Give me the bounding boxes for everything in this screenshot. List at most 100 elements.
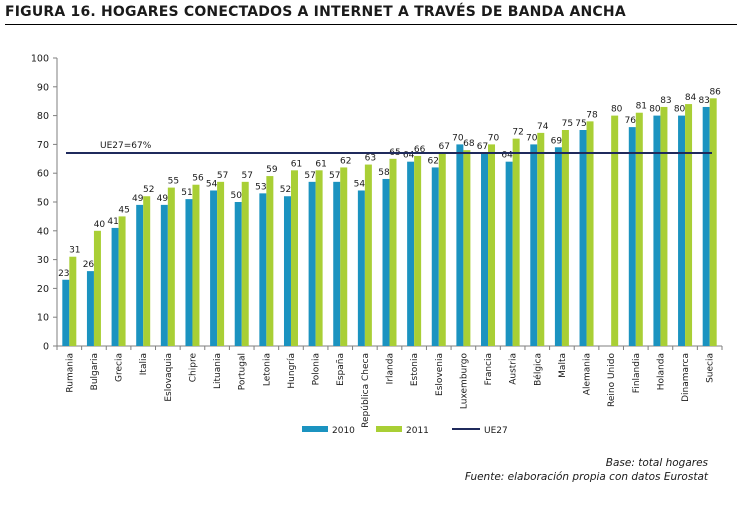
y-tick-label: 60 (37, 169, 49, 180)
data-label-2010: 50 (230, 191, 242, 201)
data-label-2011: 62 (340, 156, 351, 166)
data-label-2011: 61 (291, 159, 302, 169)
data-label-2010: 80 (674, 105, 686, 115)
data-label-2010: 67 (477, 142, 488, 152)
data-label-2010: 58 (378, 168, 390, 178)
legend-swatch-2011 (376, 426, 402, 432)
data-label-2011: 66 (414, 145, 426, 155)
bar-2011 (635, 112, 643, 346)
bar-2011 (241, 181, 249, 346)
bar-2011 (118, 216, 126, 346)
category-label: Holanda (656, 353, 666, 390)
data-label-2010: 57 (304, 171, 315, 181)
bar-2010 (653, 115, 661, 346)
bar-2011 (364, 164, 372, 346)
bar-chart: 0 10 20 30 40 50 60 70 80 90 100 23 31 Rumania 26 40 Bul… (31, 54, 723, 436)
y-tick-label: 0 (43, 342, 49, 353)
bar-2010 (505, 161, 513, 346)
category-label: Grecia (115, 353, 125, 382)
source-note: Fuente: elaboración propia con datos Eur… (464, 471, 708, 483)
bar-2010 (160, 204, 168, 346)
data-label-2011: 81 (636, 102, 647, 112)
data-label-2011: 70 (488, 133, 500, 143)
category-label: República Checa (361, 353, 371, 428)
data-label-2011: 72 (512, 128, 523, 138)
data-label-2010: 54 (206, 179, 218, 189)
data-label-2011: 31 (69, 246, 80, 256)
bar-2011 (167, 187, 175, 346)
data-label-2010: 49 (157, 194, 169, 204)
data-label-2010: 54 (354, 179, 366, 189)
bar-2011 (217, 181, 225, 346)
bar-2010 (185, 199, 193, 346)
category-label: Francia (484, 353, 494, 385)
data-label-2010: 62 (428, 156, 439, 166)
legend-label-2010: 2010 (332, 426, 355, 436)
data-label-2010: 53 (255, 182, 266, 192)
bar-2010 (234, 202, 242, 346)
y-tick-label: 40 (37, 226, 49, 237)
bar-2010 (456, 144, 464, 346)
category-label: España (336, 353, 346, 386)
bar-2011 (685, 104, 693, 346)
data-label-2010: 51 (181, 188, 192, 198)
data-label-2011: 57 (217, 171, 228, 181)
bar-2011 (709, 98, 717, 346)
bar-2011 (266, 176, 274, 346)
category-label: Malta (558, 353, 568, 378)
data-label-2011: 59 (266, 165, 278, 175)
figure-title: FIGURA 16. HOGARES CONECTADOS A INTERNET… (5, 4, 626, 20)
category-label: Polonia (312, 353, 322, 385)
bar-2010 (678, 115, 686, 346)
bar-2010 (382, 178, 390, 346)
category-label: Chipre (188, 353, 198, 383)
data-label-2011: 55 (168, 177, 179, 187)
bar-2011 (414, 155, 422, 346)
data-label-2011: 63 (365, 154, 376, 164)
bar-2011 (512, 138, 520, 346)
data-label-2011: 56 (192, 174, 204, 184)
bar-2011 (438, 153, 446, 346)
bar-2011 (537, 132, 545, 346)
data-label-2011: 61 (315, 159, 326, 169)
bar-2010 (481, 153, 489, 346)
y-tick-label: 70 (37, 140, 49, 151)
data-label-2010: 49 (132, 194, 144, 204)
bar-2010 (554, 147, 562, 346)
bar-2010 (702, 106, 710, 347)
base-note: Base: total hogares (605, 457, 708, 469)
bar-2010 (333, 181, 341, 346)
category-label: Alemania (583, 353, 593, 395)
data-label-2011: 57 (241, 171, 252, 181)
bar-2010 (308, 181, 316, 346)
category-label: Bélgica (532, 353, 543, 386)
data-label-2010: 76 (625, 116, 637, 126)
category-label: Estonia (410, 353, 420, 386)
bar-2011 (340, 167, 348, 346)
category-label: Suecia (706, 353, 716, 383)
category-label: Bulgaria (90, 353, 100, 390)
category-label: Dinamarca (681, 353, 691, 402)
category-label: Austria (509, 353, 519, 385)
data-label-2011: 52 (143, 185, 154, 195)
bar-2010 (111, 227, 119, 346)
bar-2011 (389, 158, 397, 346)
y-tick-label: 100 (31, 54, 49, 65)
bar-2010 (579, 130, 587, 346)
bar-2010 (86, 271, 94, 346)
data-label-2011: 86 (709, 87, 721, 97)
y-tick-label: 90 (37, 82, 49, 93)
bar-2011 (69, 256, 77, 346)
bar-2011 (315, 170, 323, 346)
category-label: Portugal (238, 353, 248, 390)
bar-2011 (93, 230, 101, 346)
category-label: Lituania (213, 353, 223, 389)
legend-swatch-2010 (302, 426, 328, 432)
data-label-2011: 74 (537, 122, 549, 132)
category-label: Hungría (287, 353, 297, 389)
bar-2010 (431, 167, 439, 346)
bar-2010 (62, 279, 70, 346)
bar-2011 (463, 150, 471, 346)
data-label-2010: 57 (329, 171, 340, 181)
reference-line-label: UE27=67% (100, 141, 152, 151)
